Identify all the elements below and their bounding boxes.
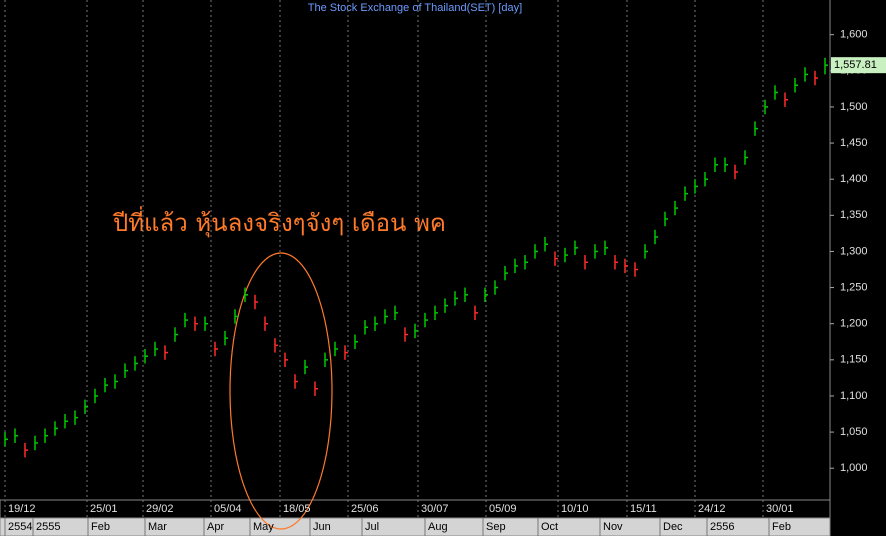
y-tick-label: 1,600 xyxy=(840,29,868,41)
x-tick-label: 10/10 xyxy=(561,503,589,515)
x-tick-label: 05/04 xyxy=(214,503,242,515)
x-tick-label: 24/12 xyxy=(698,503,726,515)
x-tick-label: Nov xyxy=(603,521,623,533)
x-tick-label: Sep xyxy=(486,521,506,533)
last-value-label: 1,557.81 xyxy=(834,59,877,71)
x-axis-row xyxy=(0,517,831,536)
x-tick-label: Aug xyxy=(428,521,448,533)
x-tick-label: Dec xyxy=(663,521,683,533)
x-tick-label: 25/01 xyxy=(90,503,118,515)
x-tick-label: Mar xyxy=(148,521,167,533)
x-tick-label: 2555 xyxy=(36,521,60,533)
x-tick-label: 15/11 xyxy=(630,503,657,515)
y-tick-label: 1,100 xyxy=(840,390,868,402)
y-tick-label: 1,400 xyxy=(840,173,868,185)
x-tick-label: 18/05 xyxy=(283,503,311,515)
x-tick-label: May xyxy=(253,521,274,533)
y-tick-label: 1,050 xyxy=(840,426,868,438)
x-tick-label: Oct xyxy=(541,521,558,533)
y-tick-label: 1,300 xyxy=(840,245,868,257)
x-tick-label: 30/07 xyxy=(421,503,449,515)
chart-title: The Stock Exchange of Thailand(SET) [day… xyxy=(308,2,522,14)
last-value-box xyxy=(831,57,886,74)
x-tick-label: 29/02 xyxy=(146,503,174,515)
x-tick-label: 2556 xyxy=(710,521,734,533)
x-tick-label: Feb xyxy=(91,521,110,533)
x-tick-label: Apr xyxy=(207,521,224,533)
y-tick-label: 1,000 xyxy=(840,462,868,474)
y-tick-label: 1,250 xyxy=(840,281,868,293)
y-tick-label: 1,450 xyxy=(840,137,868,149)
y-tick-label: 1,350 xyxy=(840,209,868,221)
highlight-ellipse xyxy=(229,252,333,530)
annotation: ปีที่แล้ว หุ้นลงจริงๆจังๆ เดือน พค xyxy=(112,206,446,238)
x-tick-label: Jun xyxy=(313,521,331,533)
x-tick-label: 19/12 xyxy=(8,503,36,515)
x-tick-label: 2554 xyxy=(8,521,32,533)
y-tick-label: 1,500 xyxy=(840,101,868,113)
x-tick-label: Feb xyxy=(772,521,791,533)
y-tick-label: 1,150 xyxy=(840,354,868,366)
x-tick-label: 30/01 xyxy=(766,503,794,515)
x-tick-label: Jul xyxy=(365,521,379,533)
y-tick-label: 1,200 xyxy=(840,318,868,330)
x-tick-label: 25/06 xyxy=(351,503,379,515)
x-tick-label: 05/09 xyxy=(489,503,517,515)
